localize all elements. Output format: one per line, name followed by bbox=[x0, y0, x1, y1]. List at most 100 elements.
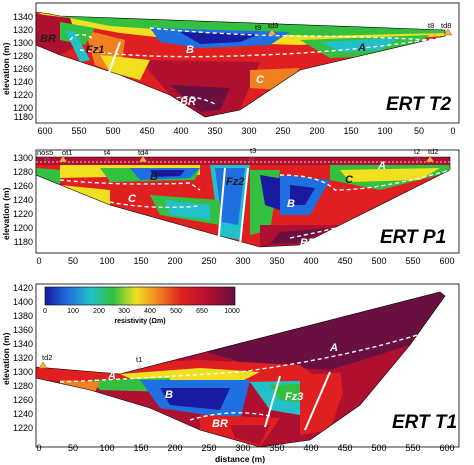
colorbar-label: resistivity (Ωm) bbox=[114, 318, 165, 325]
svg-text:1200: 1200 bbox=[13, 223, 33, 233]
station-star-icon: ☆ bbox=[248, 155, 255, 164]
svg-text:600: 600 bbox=[439, 256, 454, 266]
zone-label: C bbox=[128, 193, 137, 205]
y-axis-label: elevation (m) bbox=[1, 187, 11, 240]
svg-text:50: 50 bbox=[68, 256, 78, 266]
svg-text:1280: 1280 bbox=[13, 167, 33, 177]
station-label: td2 bbox=[42, 353, 52, 362]
svg-text:100: 100 bbox=[377, 126, 392, 136]
zone-label: C bbox=[345, 174, 354, 186]
svg-text:1300: 1300 bbox=[13, 367, 33, 377]
svg-text:200: 200 bbox=[309, 126, 324, 136]
zone-label: B bbox=[165, 389, 173, 401]
zone-label: A bbox=[357, 42, 366, 54]
x-axis-label: distance (m) bbox=[215, 454, 265, 464]
svg-text:1340: 1340 bbox=[13, 339, 33, 349]
station-label: nos5 bbox=[37, 148, 53, 157]
panel-title: ERT T2 bbox=[386, 94, 452, 115]
svg-text:1400: 1400 bbox=[13, 297, 33, 307]
station-label: td9 bbox=[268, 21, 278, 30]
station-label: t8 bbox=[428, 21, 434, 30]
svg-text:450: 450 bbox=[139, 126, 154, 136]
station-triangle-icon bbox=[443, 28, 453, 36]
panel-ert-t1: A A B Fz3 BR ERT T1 td2 ☆ t1 0 100 200 3… bbox=[1, 283, 460, 464]
station-star-icon: ☆ bbox=[431, 29, 438, 38]
svg-text:350: 350 bbox=[269, 256, 284, 266]
panel-ert-p1: B' Fz2 A C B C BR' ERT P1 ☆ nos5 ot1 ☆ t… bbox=[1, 146, 460, 266]
svg-text:300: 300 bbox=[118, 308, 130, 315]
station-star-icon: ☆ bbox=[136, 362, 143, 371]
zone-label: B bbox=[287, 198, 295, 210]
svg-text:1360: 1360 bbox=[13, 325, 33, 335]
svg-text:1180: 1180 bbox=[14, 237, 33, 247]
svg-text:1240: 1240 bbox=[13, 195, 33, 205]
zone-label: B' bbox=[150, 171, 161, 183]
svg-text:250: 250 bbox=[275, 126, 290, 136]
zone-label: A bbox=[329, 342, 338, 354]
svg-text:50: 50 bbox=[68, 443, 78, 453]
zone-label: Fz2 bbox=[226, 176, 244, 188]
svg-text:1320: 1320 bbox=[13, 353, 33, 363]
svg-text:300: 300 bbox=[235, 443, 250, 453]
station-label: td4 bbox=[138, 148, 148, 157]
station-triangle-icon bbox=[58, 155, 68, 163]
station-label: td8 bbox=[441, 21, 451, 30]
svg-text:1260: 1260 bbox=[13, 181, 33, 191]
svg-text:1220: 1220 bbox=[13, 423, 33, 433]
svg-text:150: 150 bbox=[343, 126, 358, 136]
svg-text:1280: 1280 bbox=[13, 51, 33, 61]
svg-text:550: 550 bbox=[71, 126, 86, 136]
colorbar: 0 100 200 300 400 500 650 1000 resistivi… bbox=[43, 286, 240, 325]
svg-text:1320: 1320 bbox=[13, 25, 33, 35]
zone-label: A bbox=[377, 160, 386, 172]
station-label: ot1 bbox=[62, 148, 72, 157]
zone-label: C bbox=[256, 74, 265, 86]
station-label: t3 bbox=[250, 146, 256, 155]
station-label: td2 bbox=[428, 147, 438, 156]
svg-text:500: 500 bbox=[170, 308, 182, 315]
svg-text:1240: 1240 bbox=[13, 77, 33, 87]
x-axis: 0 50 100 150 200 250 300 350 400 450 500… bbox=[36, 443, 454, 453]
svg-text:1280: 1280 bbox=[13, 381, 33, 391]
y-axis: 1340 1320 1300 1280 1260 1240 1220 1200 … bbox=[13, 12, 33, 122]
zone-label: BR bbox=[212, 418, 228, 430]
zone-label: B bbox=[186, 44, 194, 56]
svg-text:500: 500 bbox=[371, 443, 386, 453]
station-triangle-icon bbox=[138, 155, 148, 163]
y-axis: 1300 1280 1260 1240 1220 1200 1180 bbox=[13, 153, 33, 247]
svg-text:600: 600 bbox=[439, 443, 454, 453]
station-label: t9 bbox=[255, 23, 261, 32]
svg-text:550: 550 bbox=[405, 256, 420, 266]
svg-text:0: 0 bbox=[36, 256, 41, 266]
svg-text:1420: 1420 bbox=[13, 283, 33, 293]
zone-label: A bbox=[107, 370, 116, 382]
svg-text:1240: 1240 bbox=[13, 409, 33, 419]
svg-text:1260: 1260 bbox=[13, 64, 33, 74]
svg-text:50: 50 bbox=[414, 126, 424, 136]
svg-text:400: 400 bbox=[303, 256, 318, 266]
station-triangle-icon bbox=[38, 361, 48, 369]
svg-text:1000: 1000 bbox=[224, 308, 240, 315]
svg-text:150: 150 bbox=[133, 256, 148, 266]
svg-text:400: 400 bbox=[173, 126, 188, 136]
svg-text:300: 300 bbox=[235, 256, 250, 266]
svg-text:500: 500 bbox=[371, 256, 386, 266]
zone-label: BR bbox=[180, 96, 196, 108]
station-star-icon: ☆ bbox=[257, 31, 264, 40]
svg-text:500: 500 bbox=[105, 126, 120, 136]
x-axis: 600 550 500 450 400 350 300 250 200 150 … bbox=[37, 126, 455, 136]
svg-text:1260: 1260 bbox=[13, 395, 33, 405]
svg-text:450: 450 bbox=[337, 256, 352, 266]
station-label: t1 bbox=[136, 355, 142, 364]
svg-text:200: 200 bbox=[167, 443, 182, 453]
zone-label: Fz1 bbox=[86, 44, 104, 56]
panel-title: ERT T1 bbox=[392, 412, 457, 433]
zone-label: BR bbox=[40, 33, 56, 45]
svg-text:1220: 1220 bbox=[13, 90, 33, 100]
svg-text:200: 200 bbox=[93, 308, 105, 315]
svg-text:1380: 1380 bbox=[13, 311, 33, 321]
panel-ert-t2: BR Fz1 B A C BR ERT T2 ☆ t9 td9 ☆ t8 td8… bbox=[1, 2, 460, 136]
svg-text:1200: 1200 bbox=[13, 103, 33, 113]
svg-text:200: 200 bbox=[167, 256, 182, 266]
